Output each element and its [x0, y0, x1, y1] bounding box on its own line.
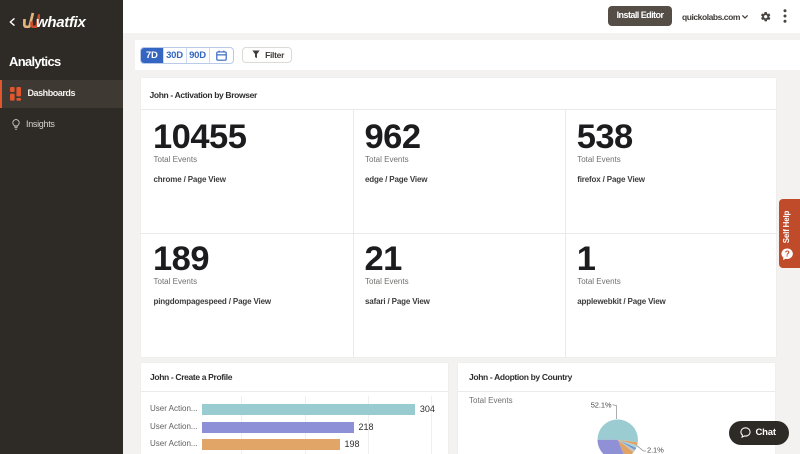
- svg-text:?: ?: [785, 248, 790, 258]
- svg-text:2.1%: 2.1%: [647, 446, 664, 454]
- svg-text:52.1%: 52.1%: [591, 401, 612, 410]
